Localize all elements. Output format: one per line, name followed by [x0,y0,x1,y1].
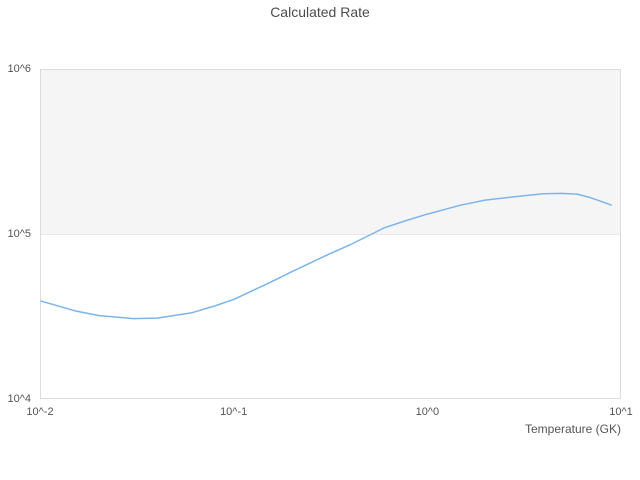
y-tick-label: 10^5 [7,228,31,240]
y-tick-label: 10^6 [7,63,31,75]
alternate-grid-band [41,70,620,235]
series-svg [40,192,612,320]
y-tick-label: 10^4 [7,393,31,405]
x-tick-label: 10^1 [609,406,633,418]
x-tick-label: 10^0 [415,406,440,418]
x-tick-label: 10^-2 [26,406,54,418]
x-axis-title: Temperature (GK) [524,422,621,436]
plot-area [40,69,621,399]
chart-title: Calculated Rate [270,4,370,20]
rate-line-series [40,192,612,320]
x-tick-label: 10^-1 [220,406,248,418]
